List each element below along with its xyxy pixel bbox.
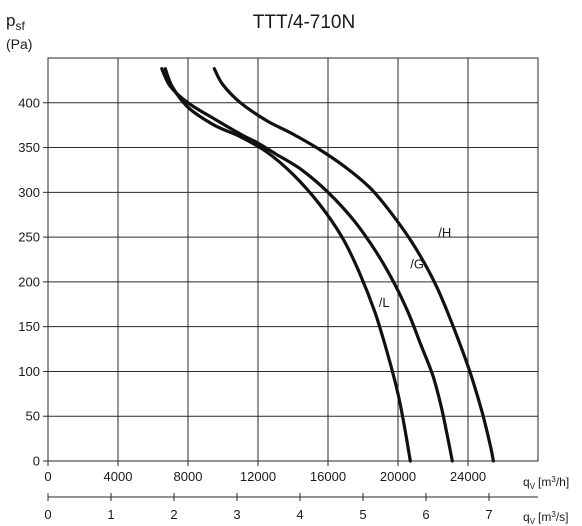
plot-frame	[47, 57, 539, 462]
x2-label-unit-post: /s]	[556, 510, 569, 524]
y-label-symbol: p	[6, 11, 15, 30]
x-tick-label: 20000	[380, 469, 416, 484]
x2-tick-label: 6	[422, 507, 429, 522]
x-label-unit-pre: [m	[538, 475, 551, 489]
secondary-x-axis: 0 1 2 3 4 5 6 7	[44, 493, 538, 522]
x-tick-label: 16000	[310, 469, 346, 484]
y-tick-label: 50	[26, 409, 40, 424]
x-tick-label: 8000	[174, 469, 203, 484]
svg-text:psf: psf	[6, 11, 25, 33]
chart-title: TTT/4-710N	[253, 12, 355, 33]
curve-label-h: /H	[438, 225, 451, 240]
x-label-subscript: V	[530, 482, 536, 491]
curve-labels: /L/G/H	[379, 225, 452, 310]
y-label-unit: (Pa)	[6, 36, 32, 52]
x-tick-label: 0	[44, 469, 51, 484]
curve-h	[212, 67, 495, 463]
x2-tick-label: 5	[359, 507, 366, 522]
x-label-unit-sup: 3	[551, 475, 556, 484]
curve-label-l: /L	[379, 295, 390, 310]
x2-tick-label: 3	[233, 507, 240, 522]
x-axis-ticks: 0 4000 8000 12000 16000 20000 24000	[44, 461, 486, 484]
grid	[47, 57, 539, 462]
y-axis-ticks: 0 50 100 150 200 250 300 350 400	[18, 95, 48, 469]
x2-label-unit-pre: [m	[538, 510, 551, 524]
svg-text:qV[m3/h]: qV [m3/h]	[523, 475, 569, 491]
y-tick-label: 350	[18, 140, 40, 155]
x-label-symbol: q	[523, 475, 530, 489]
x2-label-subscript: V	[530, 517, 536, 526]
x-tick-label: 4000	[104, 469, 133, 484]
x2-tick-label: 0	[44, 507, 51, 522]
y-tick-label: 300	[18, 185, 40, 200]
curves	[160, 67, 495, 463]
x2-tick-label: 2	[170, 507, 177, 522]
y-tick-label: 150	[18, 319, 40, 334]
y-tick-label: 250	[18, 230, 40, 245]
x2-label-unit-sup: 3	[551, 510, 556, 519]
y-tick-label: 200	[18, 274, 40, 289]
y-tick-label: 100	[18, 364, 40, 379]
curve-label-g: /G	[410, 256, 424, 271]
x-tick-label: 12000	[240, 469, 276, 484]
x-label-unit-post: /h]	[556, 475, 569, 489]
y-tick-label: 400	[18, 95, 40, 110]
x-axis-label-primary: qV [m3/h]	[523, 475, 569, 491]
x-axis-label-secondary: qV [m3/s]	[523, 510, 569, 526]
curve-l	[163, 67, 412, 463]
x2-tick-label: 7	[485, 507, 492, 522]
y-label-subscript: sf	[15, 19, 25, 33]
x-tick-label: 24000	[450, 469, 486, 484]
svg-text:qV[m3/s]: qV [m3/s]	[523, 510, 569, 526]
y-axis-label: psf (Pa)	[6, 11, 32, 52]
x2-tick-label: 4	[296, 507, 303, 522]
y-tick-label: 0	[33, 454, 40, 469]
x2-tick-label: 1	[107, 507, 114, 522]
x2-label-symbol: q	[523, 510, 530, 524]
curve-g	[160, 67, 454, 463]
